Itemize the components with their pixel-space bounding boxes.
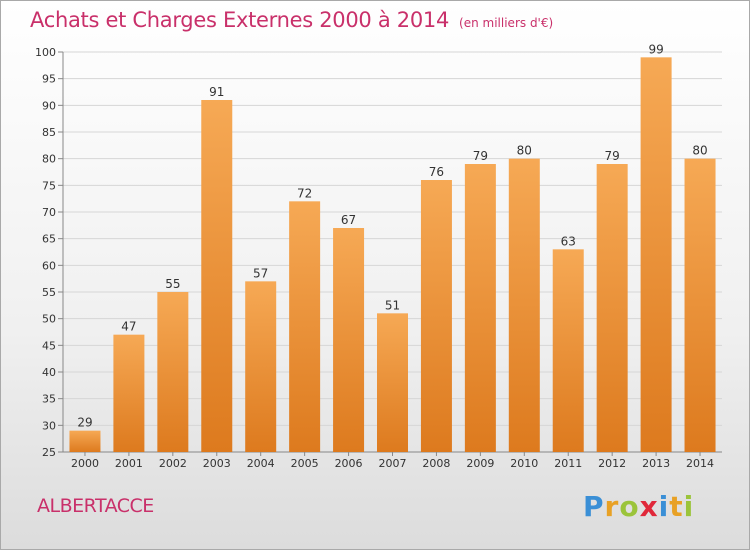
x-tick-label: 2003 [203, 457, 231, 470]
data-label: 99 [648, 42, 663, 56]
data-label: 67 [341, 213, 356, 227]
bar [464, 164, 496, 452]
title-text: Achats et Charges Externes 2000 à 2014 [30, 8, 450, 32]
data-label: 80 [517, 144, 532, 158]
x-tick-label: 2007 [379, 457, 407, 470]
data-label: 47 [121, 320, 136, 334]
data-label: 80 [692, 144, 707, 158]
x-tick-label: 2000 [71, 457, 99, 470]
data-label: 57 [253, 266, 268, 280]
proxiti-logo: Proxiti [583, 490, 694, 523]
logo-letter: t [669, 490, 684, 523]
bar [69, 430, 101, 452]
data-label: 91 [209, 85, 224, 99]
data-label: 55 [165, 277, 180, 291]
x-tick-label: 2008 [422, 457, 450, 470]
bar [157, 292, 189, 452]
y-tick-label: 55 [42, 286, 56, 299]
y-tick-label: 30 [42, 419, 56, 432]
x-tick-label: 2006 [335, 457, 363, 470]
data-label: 51 [385, 298, 400, 312]
bar [640, 57, 672, 452]
logo-letter: i [683, 490, 695, 523]
logo-letter: x [639, 490, 659, 523]
x-tick-label: 2012 [598, 457, 626, 470]
bar-layer [69, 57, 716, 452]
data-label: 29 [77, 416, 92, 430]
bar [333, 228, 365, 452]
bar [113, 334, 145, 452]
chart-title: Achats et Charges Externes 2000 à 2014 (e… [30, 8, 553, 32]
data-label: 79 [605, 149, 620, 163]
x-tick-label: 2004 [247, 457, 275, 470]
commune-name: ALBERTACCE [37, 495, 154, 517]
bar [596, 164, 628, 452]
bar [508, 158, 540, 452]
y-tick-label: 95 [42, 73, 56, 86]
x-tick-label: 2002 [159, 457, 187, 470]
chart-subtitle: (en milliers d'€) [459, 16, 554, 30]
x-tick-label: 2011 [554, 457, 582, 470]
data-label: 79 [473, 149, 488, 163]
x-tick-label: 2013 [642, 457, 670, 470]
y-tick-label: 65 [42, 233, 56, 246]
bar [201, 100, 233, 452]
x-tick-label: 2005 [291, 457, 319, 470]
data-label: 76 [429, 165, 444, 179]
y-tick-label: 90 [42, 99, 56, 112]
bar [420, 180, 452, 452]
logo-letter: o [619, 490, 640, 523]
bar [552, 249, 584, 452]
y-tick-label: 60 [42, 259, 56, 272]
bar [377, 313, 408, 452]
y-tick-label: 70 [42, 206, 56, 219]
bar [684, 158, 716, 452]
x-tick-label: 2009 [466, 457, 494, 470]
y-tick-label: 100 [35, 46, 56, 59]
data-label: 72 [297, 186, 312, 200]
label-layer: 29 47 55 91 57 72 67 51 76 79 80 63 79 99 80 [77, 42, 707, 429]
y-tick-label: 75 [42, 179, 56, 192]
logo-letter: P [583, 490, 605, 523]
logo-letter: r [604, 490, 620, 523]
y-tick-label: 85 [42, 126, 56, 139]
x-tick-label: 2001 [115, 457, 143, 470]
y-tick-label: 50 [42, 313, 56, 326]
y-tick-label: 35 [42, 393, 56, 406]
bar [245, 281, 277, 452]
x-tick-label: 2010 [510, 457, 538, 470]
y-tick-label: 80 [42, 153, 56, 166]
y-tick-label: 45 [42, 339, 56, 352]
y-tick-label: 40 [42, 366, 56, 379]
logo-letter: i [658, 490, 670, 523]
x-tick-label: 2014 [686, 457, 714, 470]
data-label: 63 [561, 234, 576, 248]
y-tick-label: 25 [42, 446, 56, 459]
bar [289, 201, 321, 452]
